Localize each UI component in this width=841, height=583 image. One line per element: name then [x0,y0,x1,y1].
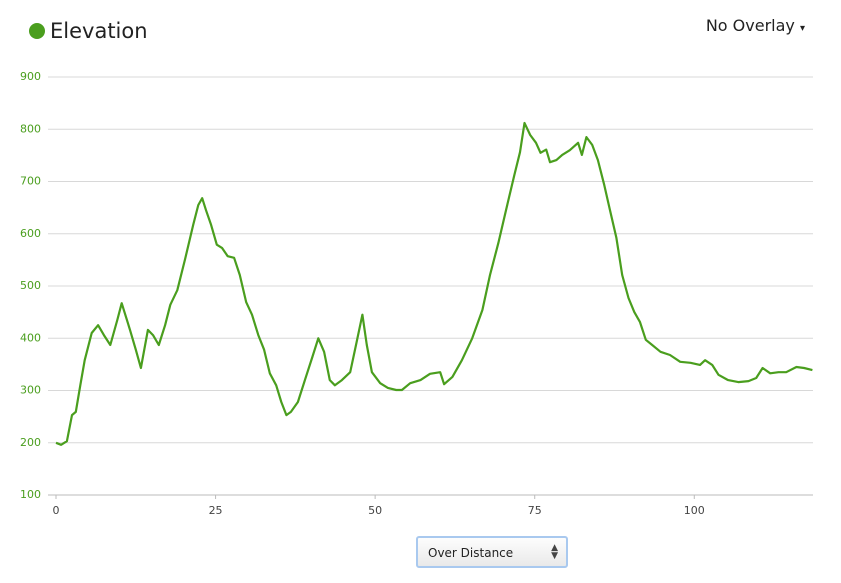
chart: Elevation 100 200 300 400 500 600 700 800 900 0 25… [20,19,813,517]
y-tick-label: 100 [20,488,41,501]
overlay-label: No Overlay [705,16,795,35]
x-tick-label: 100 [684,504,705,517]
y-tick-label: 400 [20,331,41,344]
y-tick-label: 700 [20,175,41,188]
x-tick-label: 25 [209,504,223,517]
x-tick-label: 50 [368,504,382,517]
select-arrows: ▲ ▼ [551,543,558,561]
y-tick-label: 300 [20,384,41,397]
x-tick-label: 0 [53,504,60,517]
series-dot [29,23,45,39]
chart-title: Elevation [50,19,148,43]
select-label: Over Distance [428,546,514,560]
y-tick-label: 900 [20,70,41,83]
caret: ▾ [799,23,805,34]
y-tick-label: 200 [20,436,41,449]
overlay-menu[interactable]: No Overlay ▾ [706,16,805,35]
x-tick-label: 75 [528,504,542,517]
y-tick-label: 800 [20,122,41,135]
mode-select[interactable]: Over Distance ▲ ▼ [416,536,568,568]
y-tick-label: 500 [20,279,41,292]
y-tick-label: 600 [20,227,41,240]
elevation-line [55,121,813,446]
